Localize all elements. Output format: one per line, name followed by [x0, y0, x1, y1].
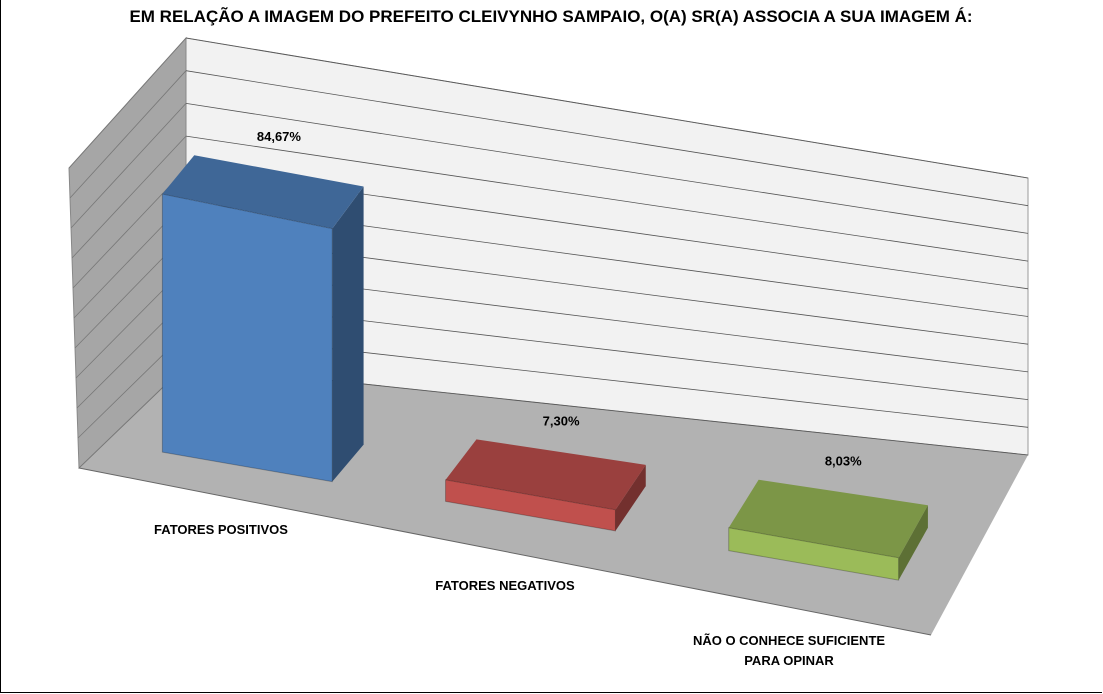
bar-side: [898, 505, 928, 581]
grid-line: [70, 103, 187, 229]
value-label: 84,67%: [257, 129, 302, 144]
x-tick-label: FATORES NEGATIVOS: [435, 577, 575, 593]
x-axis: [78, 467, 932, 636]
bar-side: [615, 464, 646, 531]
grid-line: [185, 103, 1029, 234]
grid-line: [69, 70, 187, 199]
bar-top: [728, 479, 928, 558]
grid-line: [71, 135, 187, 259]
bar-top: [445, 439, 646, 510]
value-label: 8,03%: [825, 454, 862, 469]
bar: [161, 193, 333, 483]
grid-line: [185, 70, 1029, 207]
grid-line: [185, 37, 1029, 179]
grid-line: [68, 37, 187, 169]
bar-side: [332, 186, 364, 482]
bar: [728, 527, 900, 581]
value-label: 7,30%: [543, 413, 580, 428]
chart-title: EM RELAÇÃO A IMAGEM DO PREFEITO CLEIVYNH…: [129, 7, 973, 26]
x-tick-label: NÃO O CONHECE SUFICIENTE PARA OPINAR: [692, 633, 886, 669]
bar: [445, 479, 616, 532]
x-tick-label: FATORES POSITIVOS: [154, 521, 288, 537]
grid-line: [185, 135, 1029, 262]
bar-top: [162, 155, 364, 229]
